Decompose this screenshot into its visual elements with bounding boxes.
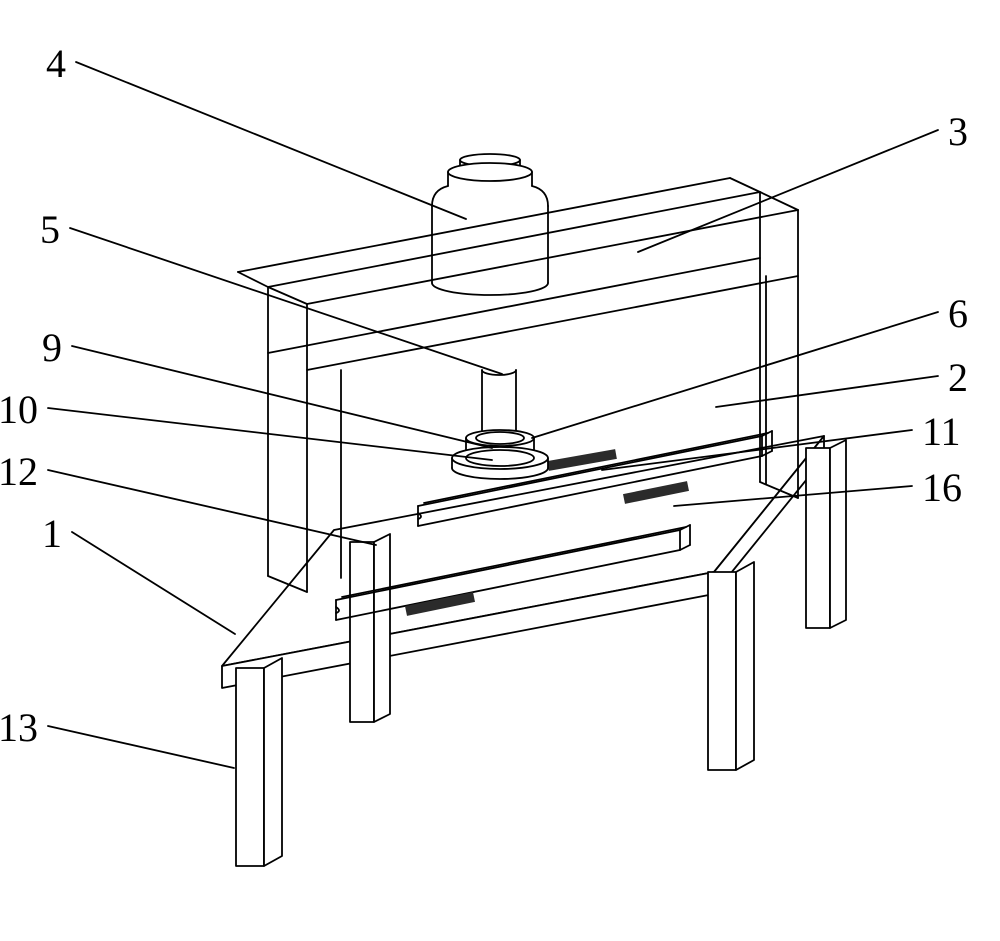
table-leg (236, 668, 264, 866)
cylinder-body (432, 283, 548, 295)
callout-leader (48, 408, 492, 460)
callout-leader (72, 532, 235, 634)
callout-label: 13 (0, 705, 38, 750)
callout-leader (532, 312, 938, 438)
callout-leader (48, 470, 376, 545)
table-leg-side (264, 658, 282, 866)
callout-leader (716, 376, 938, 407)
callout-label: 11 (922, 409, 961, 454)
callout-leader (70, 228, 502, 374)
callout-leader (76, 62, 466, 219)
table-leg (708, 572, 736, 770)
dark-strip (548, 454, 616, 466)
callout-leader (72, 346, 492, 448)
callout-label: 6 (948, 291, 968, 336)
callout-label: 4 (46, 41, 66, 86)
callout-label: 16 (922, 465, 962, 510)
table-leg-side (374, 534, 390, 722)
table-leg-side (736, 562, 754, 770)
callout-leader (48, 726, 234, 768)
callout-label: 3 (948, 109, 968, 154)
callout-label: 10 (0, 387, 38, 432)
table-leg (350, 542, 374, 722)
callout-label: 2 (948, 355, 968, 400)
callout-label: 5 (40, 207, 60, 252)
callout-leader (638, 130, 938, 252)
callout-label: 12 (0, 449, 38, 494)
callout-label: 9 (42, 325, 62, 370)
callout-label: 1 (42, 511, 62, 556)
table-leg (806, 448, 830, 628)
table-leg-side (830, 440, 846, 628)
